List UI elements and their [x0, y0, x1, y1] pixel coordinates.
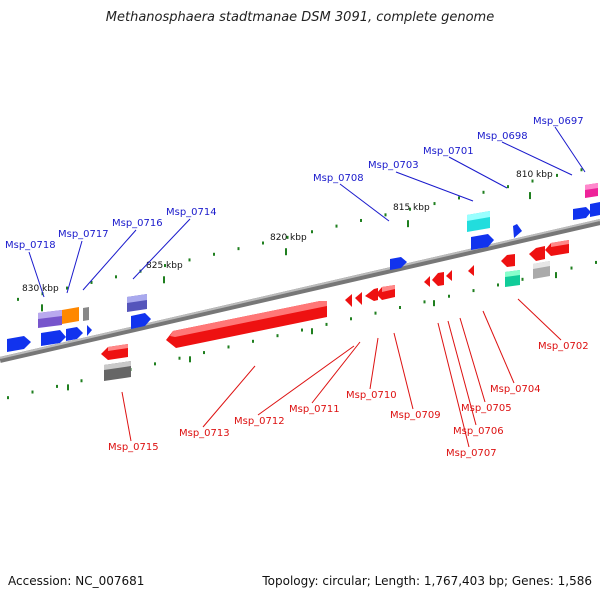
gene-msp-0705[interactable] [446, 270, 452, 281]
label-msp-0718[interactable]: Msp_0718 [5, 240, 56, 251]
scale-label-830: 830 kbp [22, 284, 59, 294]
label-msp-0716[interactable]: Msp_0716 [112, 218, 163, 229]
gene-msp-0714[interactable] [127, 294, 151, 329]
gene-msp-0717[interactable] [62, 307, 83, 341]
gene-msp-0715[interactable] [101, 344, 131, 381]
label-msp-0708[interactable]: Msp_0708 [313, 173, 364, 184]
gene-msp-0708[interactable] [390, 257, 407, 270]
label-msp-0704[interactable]: Msp_0704 [490, 384, 541, 395]
gene-msp-0709[interactable] [376, 285, 395, 300]
gene-msp-0706[interactable] [432, 272, 444, 286]
label-msp-0703[interactable]: Msp_0703 [368, 160, 419, 171]
label-msp-0701[interactable]: Msp_0701 [423, 146, 474, 157]
gene-msp-0701[interactable] [513, 224, 522, 238]
gene-msp-0697[interactable] [585, 183, 598, 198]
label-msp-0697[interactable]: Msp_0697 [533, 116, 584, 127]
genome-backbone [0, 219, 600, 363]
gene-msp-0716[interactable] [83, 307, 92, 336]
label-msp-0706[interactable]: Msp_0706 [453, 426, 504, 437]
topology-text: Topology: circular; Length: 1,767,403 bp… [262, 574, 592, 588]
label-msp-0711[interactable]: Msp_0711 [289, 404, 340, 415]
label-msp-0710[interactable]: Msp_0710 [346, 390, 397, 401]
label-msp-0709[interactable]: Msp_0709 [390, 410, 441, 421]
label-msp-0717[interactable]: Msp_0717 [58, 229, 109, 240]
gene-msp-0707[interactable] [424, 276, 430, 287]
callout-lines-forward [28, 126, 586, 298]
label-msp-0698[interactable]: Msp_0698 [477, 131, 528, 142]
gene-msp-0712[interactable] [345, 294, 352, 307]
scale-label-810: 810 kbp [516, 170, 553, 180]
gene-msp-0718[interactable] [7, 310, 66, 352]
accession-text: Accession: NC_007681 [8, 574, 145, 588]
map-title: Methanosphaera stadtmanae DSM 3091, comp… [105, 10, 495, 25]
gene-msp-0698[interactable] [573, 202, 600, 220]
gene-msp-0704[interactable] [468, 254, 515, 276]
label-msp-0712[interactable]: Msp_0712 [234, 416, 285, 427]
label-msp-0714[interactable]: Msp_0714 [166, 207, 217, 218]
forward-gene-labels: Msp_0697 Msp_0698 Msp_0701 Msp_0703 Msp_… [5, 116, 584, 251]
label-msp-0705[interactable]: Msp_0705 [461, 403, 512, 414]
scale-label-825: 825 kbp [146, 261, 183, 271]
label-msp-0702[interactable]: Msp_0702 [538, 341, 589, 352]
label-msp-0707[interactable]: Msp_0707 [446, 448, 497, 459]
scale-label-820: 820 kbp [270, 233, 307, 243]
reverse-gene-labels: Msp_0702 Msp_0704 Msp_0705 Msp_0706 Msp_… [108, 341, 589, 459]
label-msp-0715[interactable]: Msp_0715 [108, 442, 159, 453]
gene-msp-0713[interactable] [166, 301, 327, 348]
gene-msp-0703[interactable] [467, 211, 494, 250]
gene-msp-0702[interactable] [505, 240, 569, 287]
scale-label-815: 815 kbp [393, 203, 430, 213]
callout-lines-reverse [121, 298, 562, 448]
gene-msp-0711[interactable] [355, 292, 362, 305]
gene-msp-0710[interactable] [365, 288, 378, 301]
label-msp-0713[interactable]: Msp_0713 [179, 428, 230, 439]
genome-backbone-highlight [0, 219, 600, 359]
